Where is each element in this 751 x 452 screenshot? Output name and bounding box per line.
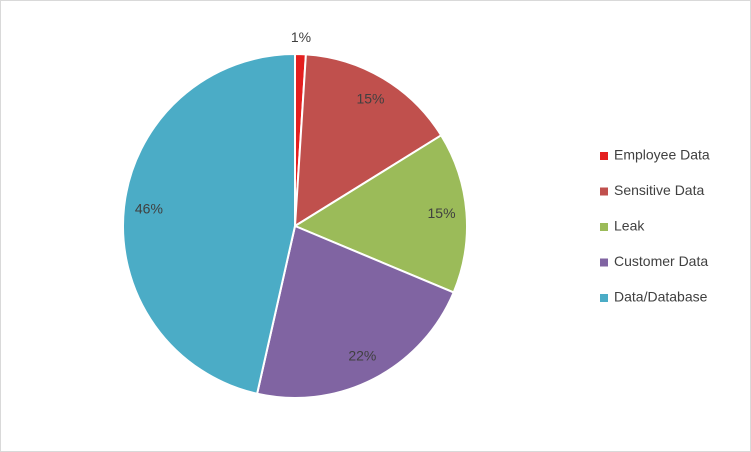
data-label: 46% — [135, 200, 163, 216]
legend-swatch — [600, 152, 608, 160]
legend-label: Customer Data — [614, 253, 708, 269]
legend-label: Employee Data — [614, 147, 710, 163]
legend-swatch — [600, 258, 608, 267]
legend-swatch — [600, 187, 608, 196]
data-label: 1% — [291, 29, 311, 45]
pie-slice — [122, 52, 296, 395]
data-label: 15% — [428, 205, 456, 221]
legend-swatch — [600, 223, 608, 231]
legend-label: Data/Database — [614, 289, 708, 305]
pie-slice — [292, 133, 468, 294]
data-label: 15% — [356, 91, 384, 107]
pie-slice — [255, 224, 455, 399]
legend-swatch — [600, 294, 608, 302]
legend-label: Sensitive Data — [614, 182, 704, 198]
data-label: 22% — [348, 347, 376, 363]
pie-slice — [293, 53, 443, 228]
legend-label: Leak — [614, 218, 645, 234]
